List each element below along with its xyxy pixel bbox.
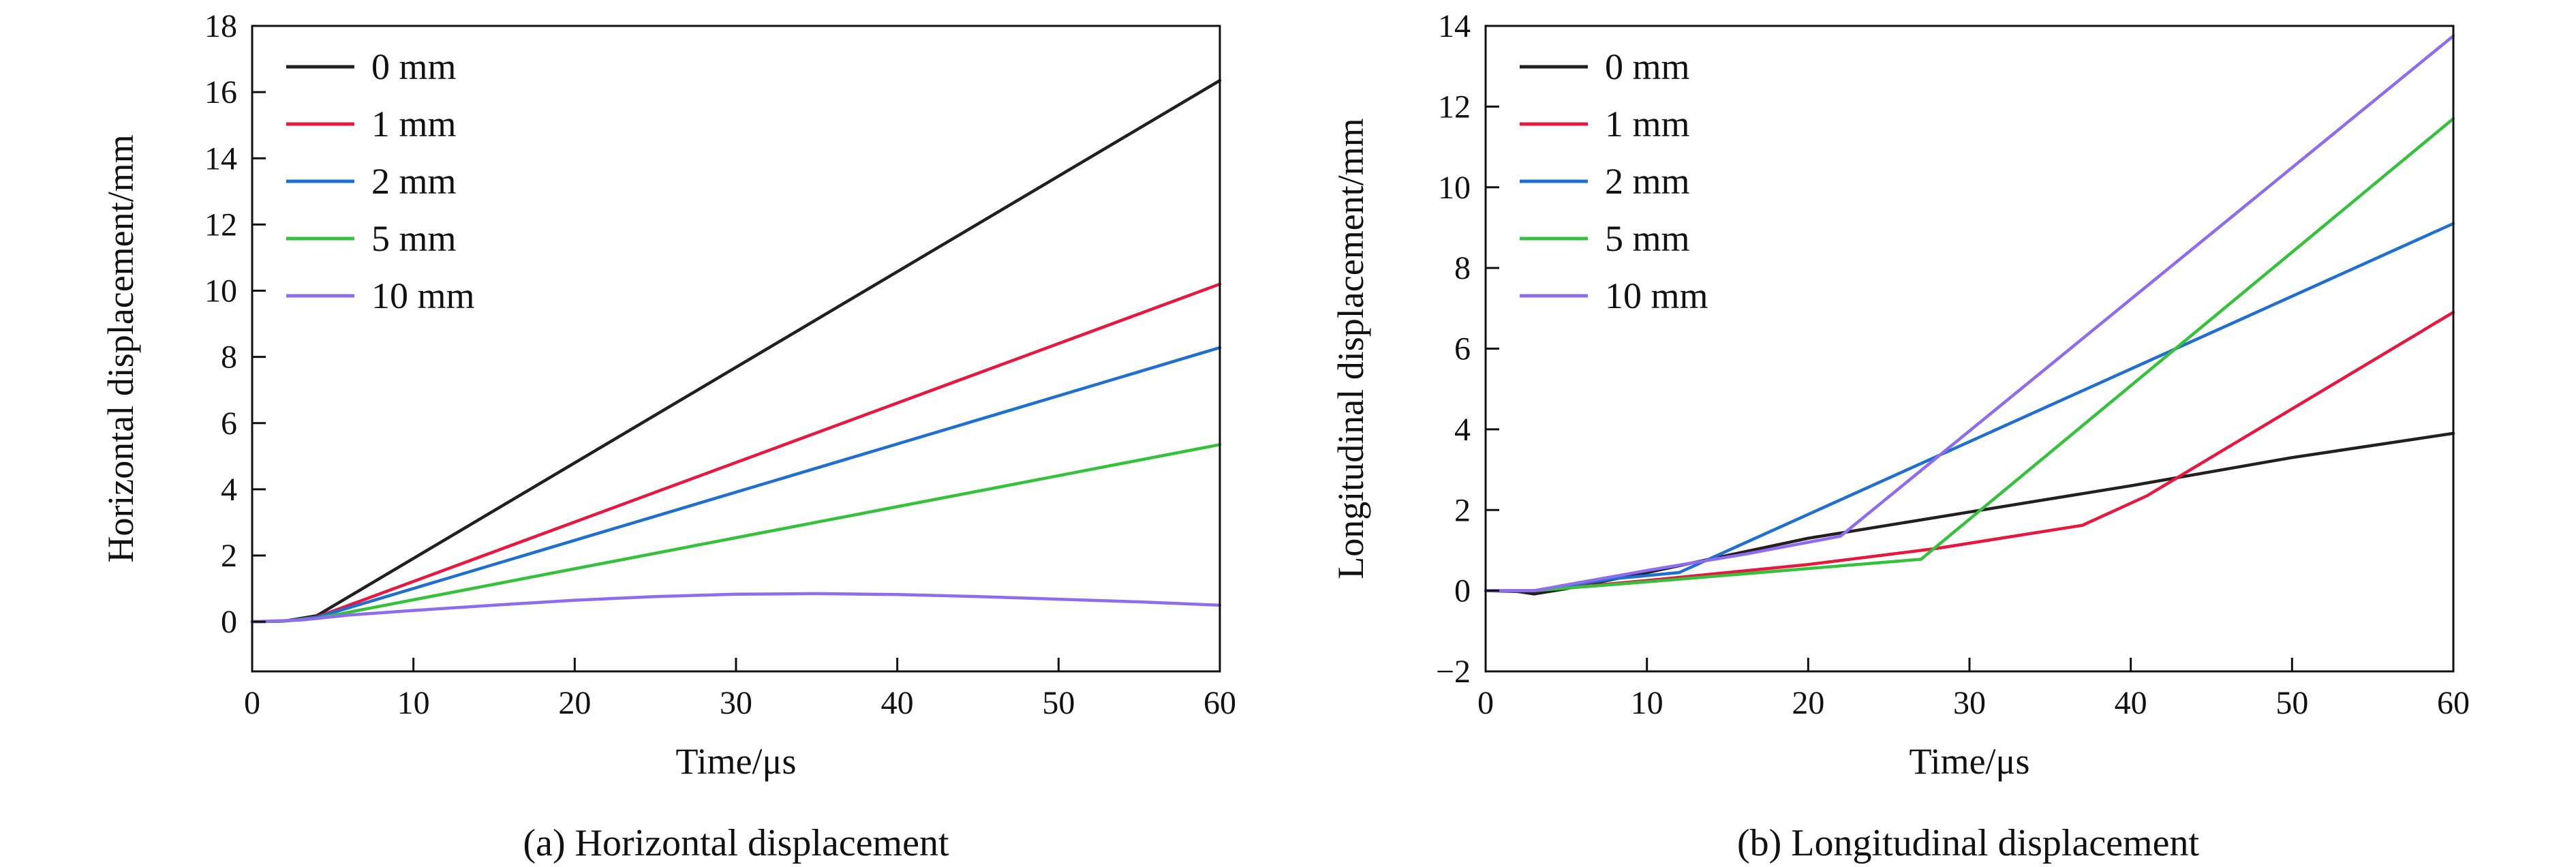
legend-label: 2 mm [371,161,457,202]
legend-label: 1 mm [371,104,457,144]
legend-label: 10 mm [1605,275,1708,316]
series-line-0mm [1484,431,2455,596]
y-tick-label: 18 [204,8,237,44]
y-tick-label: 10 [204,273,237,309]
y-tick-label: 2 [1454,492,1471,528]
x-tick-label: 30 [1953,685,1986,721]
y-tick-label: 4 [1454,412,1471,448]
y-tick-label: 8 [1454,250,1471,286]
legend-label: 5 mm [1605,218,1690,259]
legend-label: 5 mm [371,218,457,259]
series-line-1mm [1484,310,2455,592]
series-line-10mm [1484,34,2455,592]
x-tick-label: 60 [2437,685,2470,721]
x-tick-label: 20 [558,685,591,721]
legend-label: 10 mm [371,275,475,316]
y-tick-label: 16 [204,74,237,110]
y-tick-label: 12 [204,207,237,243]
series-line-1mm [250,282,1222,624]
x-tick-label: 0 [1477,685,1494,721]
x-tick-label: 10 [1631,685,1663,721]
x-tick-label: 50 [2275,685,2308,721]
y-tick-label: 12 [1438,89,1471,125]
x-tick-label: 10 [397,685,430,721]
legend-label: 1 mm [1605,104,1690,144]
x-tick-label: 50 [1042,685,1075,721]
y-tick-label: −2 [1436,654,1471,690]
y-tick-label: 14 [204,140,237,177]
x-axis-title: Time/μs [1909,741,2029,782]
y-axis-title: Horizontal displacement/mm [100,134,141,562]
series-line-2mm [250,346,1222,624]
y-tick-label: 2 [221,538,237,574]
series-line-10mm [250,592,1222,624]
legend-label: 0 mm [371,46,457,87]
y-tick-label: 6 [221,406,237,442]
y-tick-label: 0 [221,604,237,640]
horizontal-displacement-chart: 0 10 20 30 40 50 60 0 2 4 6 8 10 12 14 16 18 Time/μs Horiz… [100,8,1236,782]
y-tick-label: 8 [221,339,237,376]
caption-b: (b) Longitudinal displacement [1737,822,2199,864]
y-tick-label: 0 [1454,573,1471,609]
legend-label: 2 mm [1605,161,1690,202]
x-tick-label: 20 [1792,685,1824,721]
y-tick-label: 10 [1438,170,1471,206]
x-tick-label: 30 [720,685,752,721]
y-axis-title: Longitudinal displacement/mm [1330,118,1371,579]
x-axis-title: Time/μs [675,741,796,782]
x-tick-label: 40 [2115,685,2147,721]
x-tick-label: 0 [244,685,260,721]
y-tick-label: 4 [221,472,237,508]
x-tick-label: 40 [881,685,914,721]
legend-label: 0 mm [1605,46,1690,87]
y-tick-label: 14 [1438,8,1471,44]
y-tick-label: 6 [1454,331,1471,367]
x-tick-label: 60 [1203,685,1236,721]
longitudinal-displacement-chart: 0 10 20 30 40 50 60−202468101214Time/μsLongitu… [1330,8,2470,782]
caption-a: (a) Horizontal displacement [523,822,949,864]
